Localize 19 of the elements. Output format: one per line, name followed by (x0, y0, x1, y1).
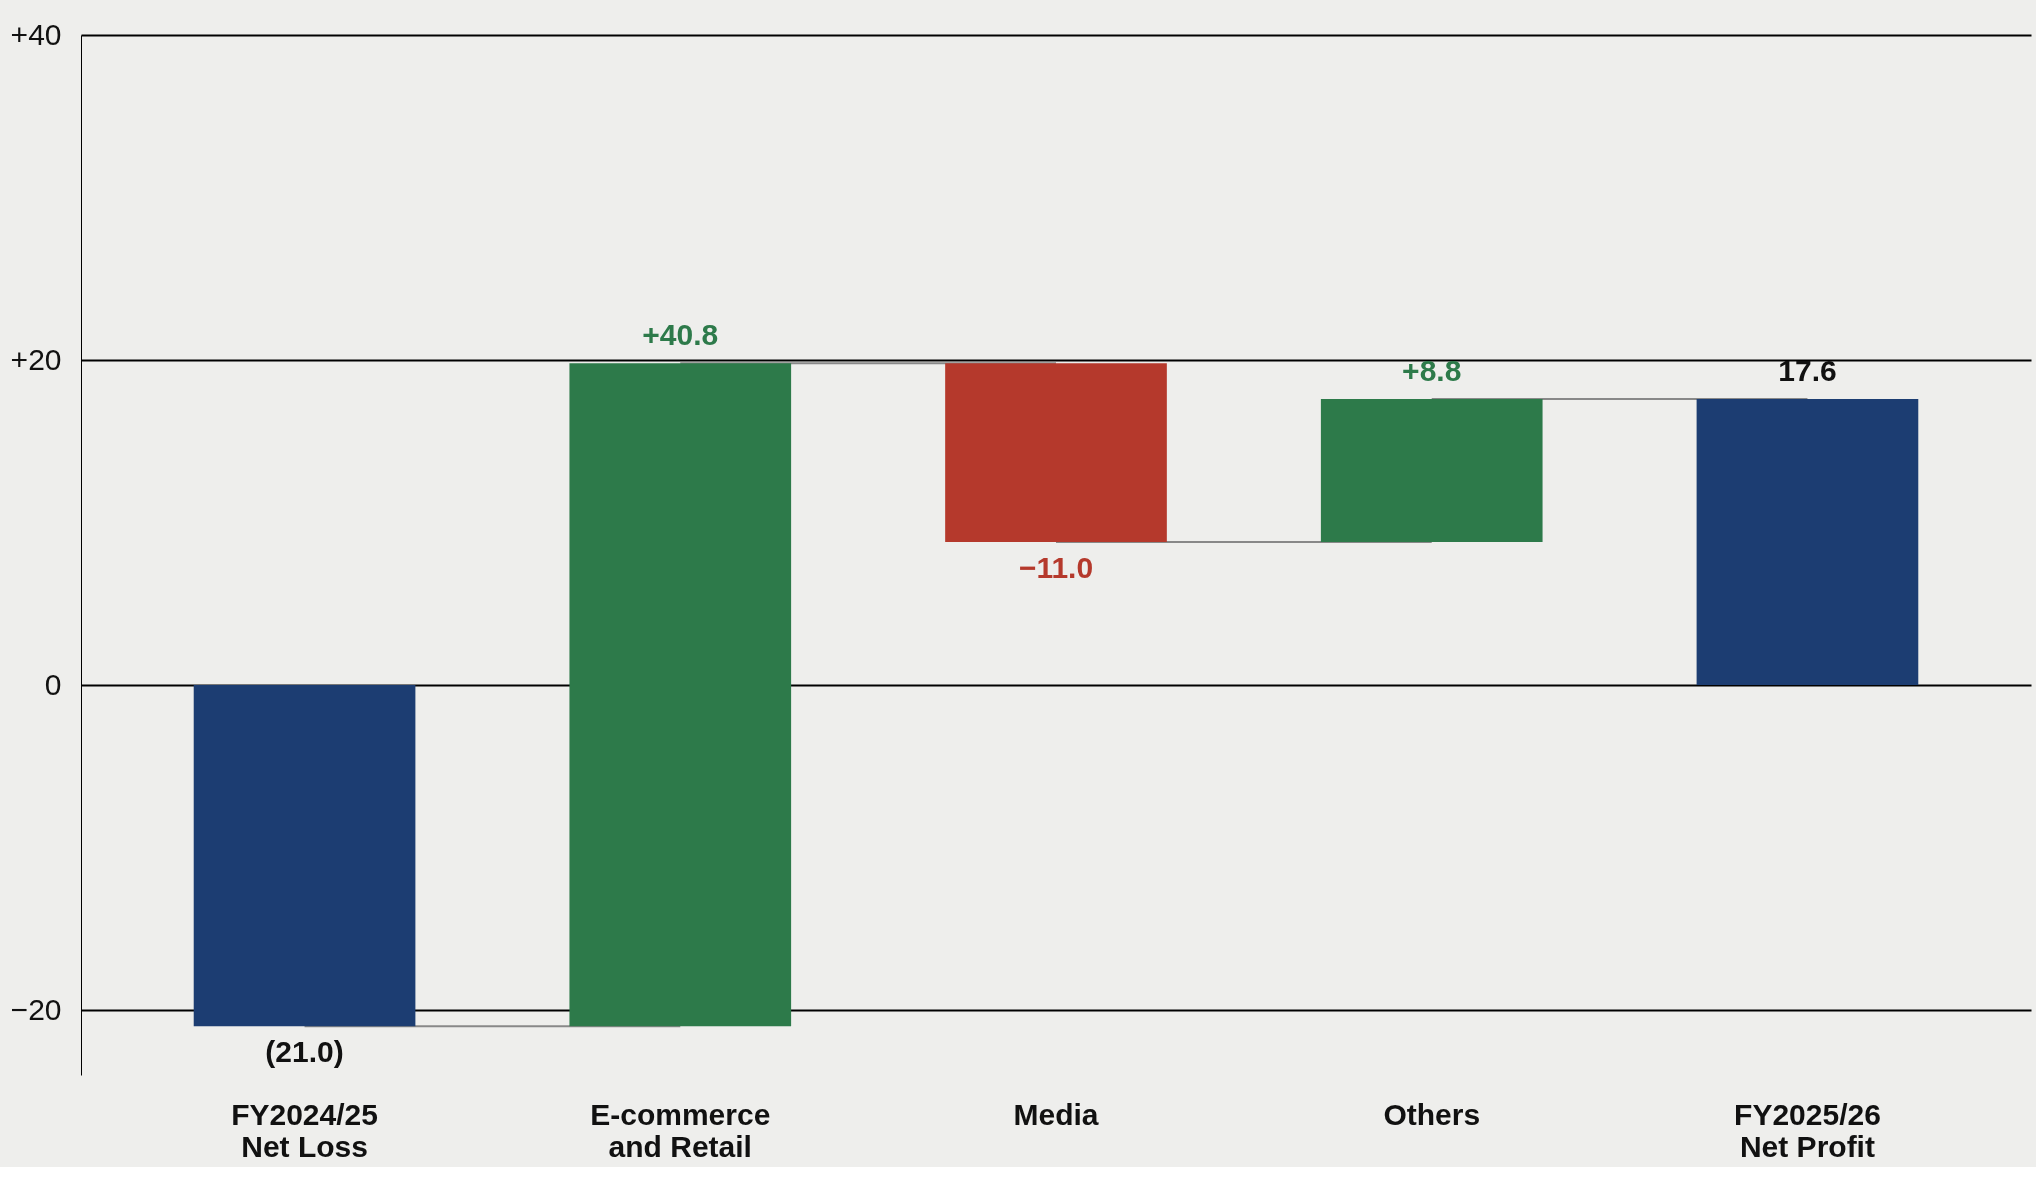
data-label: 17.6 (1778, 354, 1837, 387)
y-tick-label: −20 (10, 992, 62, 1026)
y-tick-label: +40 (10, 17, 62, 51)
bar (569, 363, 792, 1027)
bar (193, 685, 416, 1027)
bar (1320, 399, 1543, 542)
data-label: +8.8 (1402, 354, 1462, 387)
bar (1696, 399, 1919, 685)
data-label: −11.0 (1018, 551, 1094, 584)
data-label: +40.8 (642, 318, 719, 352)
x-tick-label: E-commerce and Retail (590, 1097, 771, 1163)
y-tick-label: +20 (10, 342, 62, 376)
x-tick-label: Media (1013, 1097, 1099, 1131)
bar (945, 363, 1167, 542)
x-tick-label: FY2024/25 Net Loss (231, 1097, 378, 1163)
y-tick-label: 0 (44, 667, 62, 701)
x-tick-label: FY2025/26 Net Profit (1734, 1097, 1881, 1163)
data-label: (21.0) (265, 1035, 344, 1069)
x-tick-label: Others (1383, 1097, 1481, 1131)
